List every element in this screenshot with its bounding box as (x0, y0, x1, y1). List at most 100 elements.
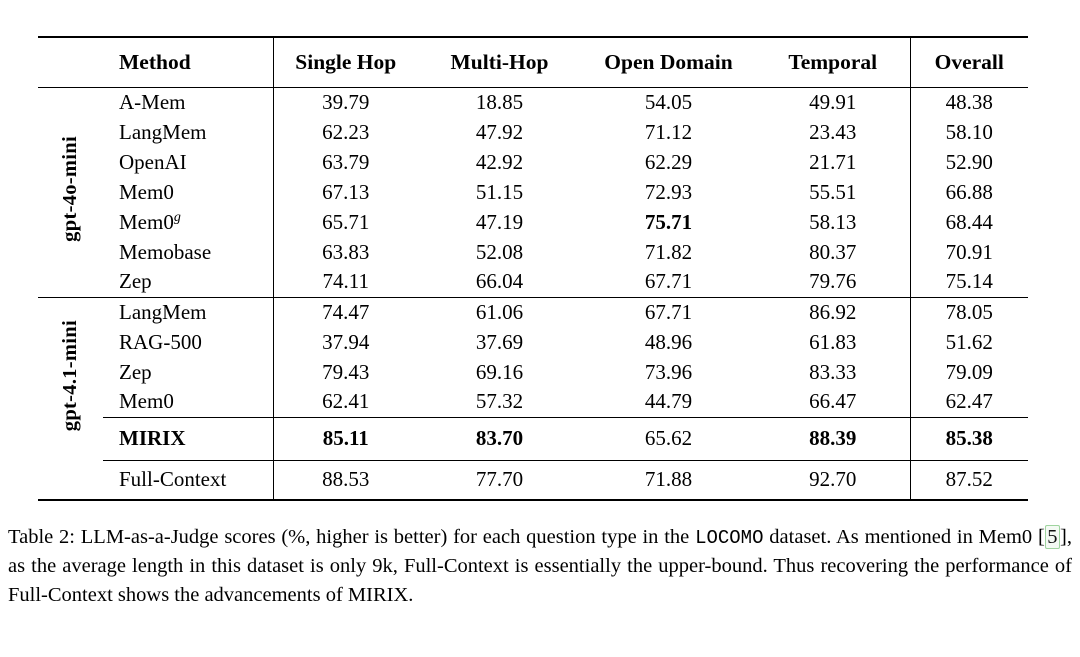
table-row: OpenAI 63.79 42.92 62.29 21.71 52.90 (38, 147, 1028, 177)
score-cell-overall: 51.62 (909, 327, 1028, 357)
score-cell-temporal: 58.13 (809, 209, 857, 234)
score-cell-multi-hop: 42.92 (475, 149, 524, 174)
table-row: Zep 74.11 66.04 67.71 79.76 75.14 (38, 267, 1028, 297)
score-cell-single-hop: 74.47 (273, 296, 418, 327)
method-cell: Zep (103, 267, 274, 297)
caption-text-segment: [ (1037, 526, 1045, 548)
score-cell-open-domain: 48.96 (644, 329, 693, 354)
table-row: Mem0g 65.71 47.19 75.71 58.13 68.44 (38, 207, 1028, 237)
table-row: gpt-4.1-mini LangMem 74.47 61.06 67.71 86.92 7… (38, 296, 1028, 460)
score-cell-open-domain: 71.12 (644, 119, 693, 144)
score-cell-overall: 68.44 (909, 207, 1028, 237)
table-row: Mem0 67.13 51.15 72.93 55.51 66.88 (38, 177, 1028, 207)
method-name: OpenAI (119, 149, 187, 174)
method-name: A-Mem (119, 89, 186, 114)
score-cell-temporal: 61.83 (809, 329, 857, 354)
score-cell-single-hop: 67.13 (322, 179, 370, 204)
score-cell-overall: 78.05 (909, 296, 1028, 327)
table-row: LangMem 62.23 47.92 71.12 23.43 58.10 (38, 117, 1028, 147)
table-row: Mem0 62.41 57.32 44.79 66.47 62.47 (38, 387, 1028, 417)
score-cell-overall: 48.38 (909, 87, 1028, 117)
method-cell: Mem0 (103, 387, 274, 417)
score-cell-open-domain: 71.82 (644, 239, 693, 264)
score-cell-temporal: 55.51 (809, 179, 857, 204)
score-cell-overall: 79.09 (909, 357, 1028, 387)
method-cell: Full-Context (103, 459, 274, 500)
method-name: RAG-500 (119, 329, 202, 354)
score-cell-single-hop: 37.94 (322, 329, 370, 354)
score-cell-temporal: 21.71 (809, 149, 857, 174)
table-header: Method Single Hop Multi-Hop Open Domain … (38, 37, 1028, 88)
score-cell-temporal: 49.91 (809, 89, 857, 114)
group-label-gpt-4-1-mini: gpt-4.1-mini (38, 296, 103, 460)
score-cell-overall: 62.47 (909, 387, 1028, 417)
caption-text-segment: ] (1060, 526, 1067, 548)
method-cell: Memobase (103, 237, 274, 267)
score-cell-open-domain: 73.96 (644, 359, 693, 384)
col-header-single-hop: Single Hop (273, 37, 418, 88)
score-cell-multi-hop: 47.92 (475, 119, 524, 144)
group-label-text: gpt-4o-mini (59, 136, 81, 242)
header-corner-cell (38, 37, 103, 88)
score-cell-open-domain: 62.29 (644, 149, 693, 174)
caption-text-segment: Table 2: LLM-as-a-Judge scores (%, highe… (8, 526, 696, 548)
method-name: Zep (119, 359, 152, 384)
method-cell: OpenAI (103, 147, 274, 177)
method-name: LangMem (119, 299, 207, 324)
score-cell-multi-hop: 77.70 (418, 459, 581, 500)
score-cell-single-hop: 65.71 (322, 209, 370, 234)
score-cell-multi-hop: 57.32 (475, 389, 524, 414)
method-name: LangMem (119, 119, 207, 144)
score-cell-single-hop: 74.11 (322, 269, 369, 294)
score-cell-single-hop: 85.11 (273, 416, 418, 460)
score-cell-open-domain: 71.88 (581, 459, 756, 500)
method-name: Full-Context (119, 467, 227, 492)
score-cell-overall: 87.52 (909, 459, 1028, 500)
score-cell-multi-hop: 66.04 (475, 269, 524, 294)
score-cell-multi-hop: 37.69 (475, 329, 524, 354)
method-name: MIRIX (119, 426, 186, 450)
col-header-temporal: Temporal (756, 37, 910, 88)
group-gpt-4o-mini: gpt-4o-mini A-Mem 39.79 18.85 54.05 49.91 48.3… (38, 87, 1028, 297)
results-table: Method Single Hop Multi-Hop Open Domain … (38, 36, 1028, 501)
score-cell-temporal: 92.70 (756, 459, 910, 500)
col-header-overall: Overall (909, 37, 1028, 88)
method-cell: Zep (103, 357, 274, 387)
method-cell: LangMem (103, 296, 274, 327)
method-cell: MIRIX (103, 416, 274, 460)
table-row-full-context: Full-Context 88.53 77.70 71.88 92.70 87.52 (38, 459, 1028, 500)
score-cell-open-domain: 44.79 (644, 389, 693, 414)
method-name: Memobase (119, 239, 212, 264)
table-row: Memobase 63.83 52.08 71.82 80.37 70.91 (38, 237, 1028, 267)
table-row: gpt-4o-mini A-Mem 39.79 18.85 54.05 49.91 48.3… (38, 87, 1028, 242)
score-cell-open-domain: 67.71 (644, 269, 693, 294)
score-cell-multi-hop: 51.15 (475, 179, 524, 204)
group-label-gpt-4o-mini: gpt-4o-mini (38, 87, 103, 297)
method-name: Mem0 (119, 209, 174, 234)
score-cell-single-hop: 63.83 (322, 239, 370, 264)
citation-link-5[interactable]: 5 (1044, 525, 1061, 549)
score-cell-multi-hop: 47.19 (475, 209, 524, 234)
score-cell-multi-hop: 18.85 (475, 89, 524, 114)
score-cell-open-domain: 65.62 (581, 416, 756, 460)
score-cell-single-hop: 39.79 (322, 89, 370, 114)
score-cell-temporal: 80.37 (809, 239, 857, 264)
score-cell-multi-hop: 52.08 (475, 239, 524, 264)
score-cell-overall: 75.14 (909, 267, 1028, 297)
score-cell-overall: 58.10 (909, 117, 1028, 147)
method-cell: RAG-500 (103, 327, 274, 357)
method-name: Zep (119, 269, 152, 294)
score-cell-overall: 52.90 (909, 147, 1028, 177)
method-cell: Mem0 (103, 177, 274, 207)
score-cell-temporal: 86.92 (756, 296, 910, 327)
score-cell-overall: 70.91 (909, 237, 1028, 267)
dataset-name-locomo: LOCOMO (695, 527, 764, 549)
table-row: Zep 79.43 69.16 73.96 83.33 79.09 (38, 357, 1028, 387)
score-cell-multi-hop: 83.70 (418, 416, 581, 460)
col-header-multi-hop: Multi-Hop (418, 37, 581, 88)
group-gpt-4-1-mini: gpt-4.1-mini LangMem 74.47 61.06 67.71 86.92 7… (38, 296, 1028, 460)
score-cell-multi-hop: 69.16 (475, 359, 524, 384)
score-cell-temporal: 83.33 (809, 359, 857, 384)
method-cell: Mem0g (103, 207, 274, 237)
